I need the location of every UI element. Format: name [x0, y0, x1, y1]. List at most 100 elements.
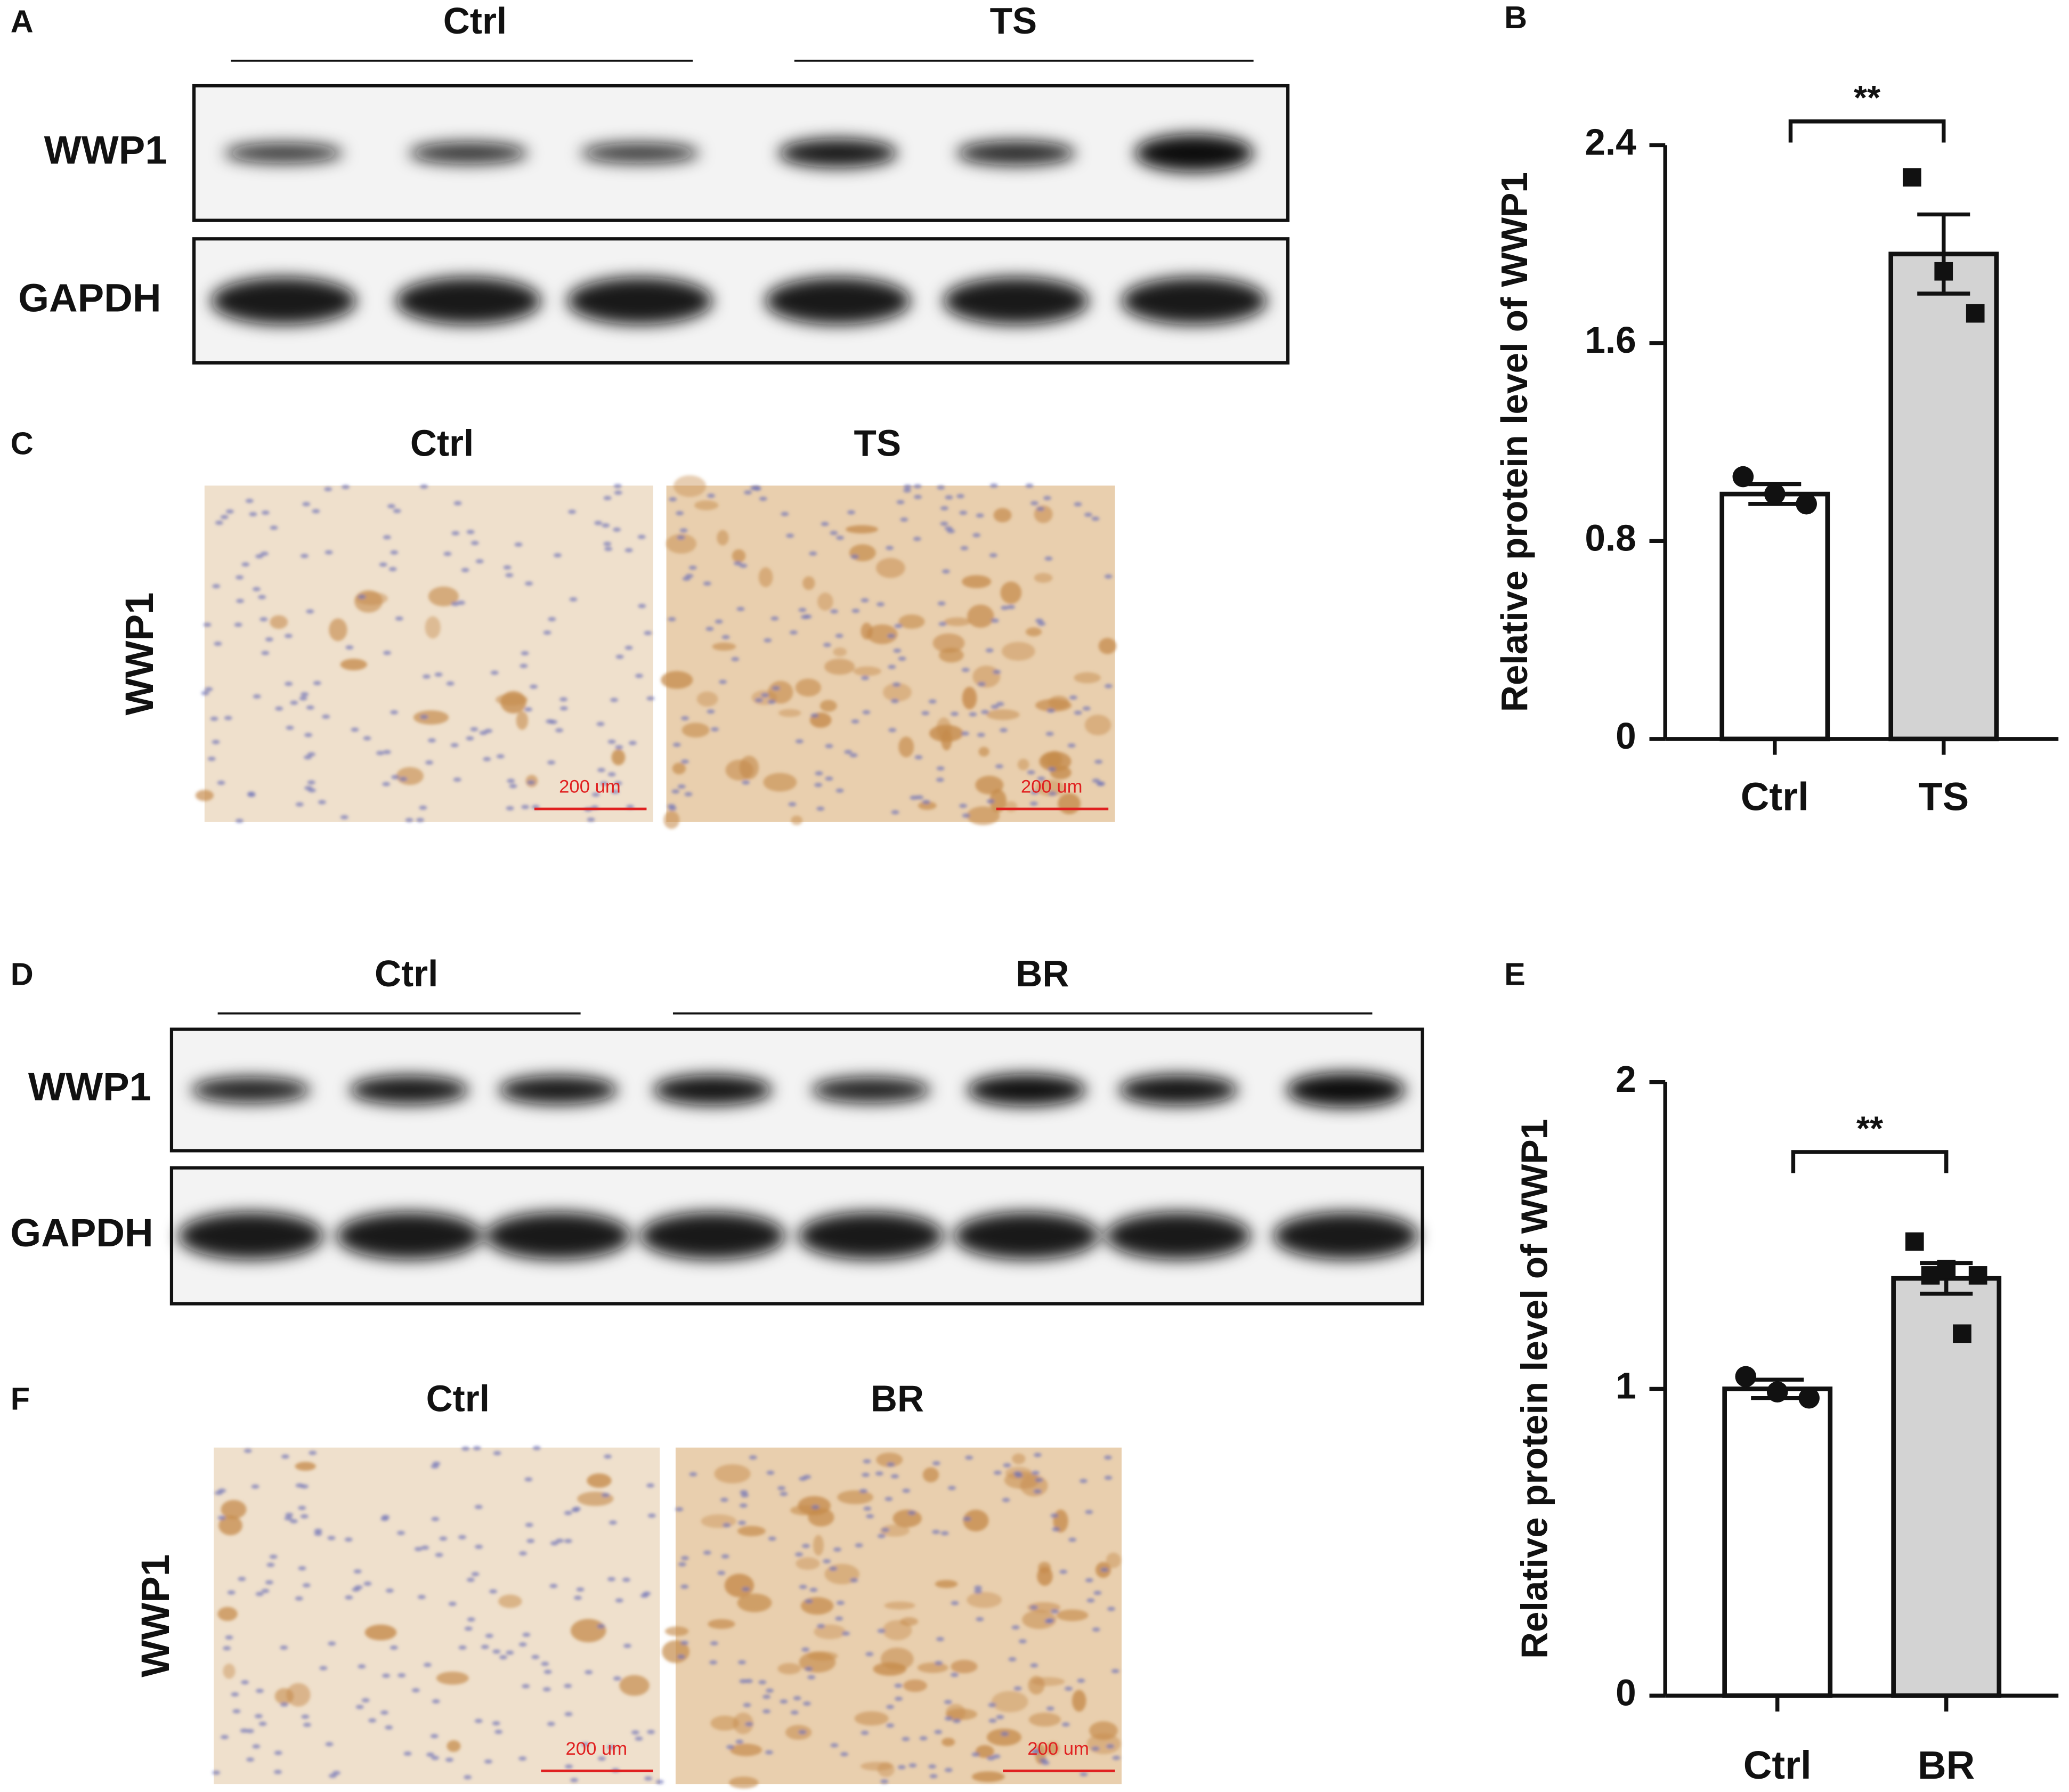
- nucleus: [823, 1559, 831, 1563]
- nucleus: [1091, 1746, 1100, 1751]
- stain: [729, 1744, 762, 1756]
- nucleus: [1035, 1478, 1043, 1482]
- data-point: [1798, 1387, 1820, 1409]
- nucleus: [559, 697, 568, 702]
- nucleus: [1107, 1607, 1115, 1611]
- stain: [800, 1597, 834, 1615]
- nucleus: [266, 1562, 275, 1567]
- nucleus: [505, 573, 514, 578]
- label: Ctrl: [410, 422, 474, 464]
- nucleus: [615, 1598, 623, 1603]
- nucleus: [623, 1643, 631, 1648]
- nucleus: [210, 716, 218, 721]
- nucleus: [919, 1736, 928, 1741]
- band: [580, 143, 700, 164]
- nucleus: [749, 1455, 757, 1460]
- stain: [975, 1745, 994, 1758]
- nucleus: [353, 1569, 362, 1574]
- nucleus: [671, 789, 680, 794]
- nucleus: [453, 777, 461, 782]
- stain: [447, 1740, 461, 1752]
- stain: [1106, 1552, 1121, 1568]
- nucleus: [340, 815, 348, 820]
- nucleus: [646, 696, 655, 701]
- nucleus: [877, 602, 885, 607]
- nucleus: [256, 1689, 264, 1693]
- nucleus: [428, 738, 436, 743]
- nucleus: [744, 490, 752, 495]
- nucleus: [414, 1547, 423, 1551]
- nucleus: [735, 1739, 744, 1744]
- stain: [729, 1777, 759, 1789]
- nucleus: [397, 1530, 405, 1535]
- nucleus: [936, 1637, 944, 1641]
- nucleus: [432, 1699, 440, 1704]
- nucleus: [719, 679, 727, 684]
- nucleus: [914, 755, 923, 760]
- nucleus: [322, 714, 330, 719]
- nucleus: [576, 1587, 585, 1592]
- nucleus: [736, 606, 745, 611]
- stain: [1034, 573, 1053, 583]
- nucleus: [721, 1554, 729, 1559]
- nucleus: [801, 1647, 810, 1652]
- nucleus: [942, 569, 950, 574]
- nucleus: [739, 1503, 748, 1508]
- nucleus: [953, 1718, 961, 1723]
- nucleus: [324, 550, 333, 555]
- nucleus: [307, 780, 315, 785]
- nucleus: [212, 584, 221, 589]
- stain: [1001, 642, 1035, 661]
- nucleus: [483, 757, 491, 761]
- stain: [898, 614, 925, 629]
- nucleus: [466, 530, 475, 534]
- stain: [1032, 1677, 1065, 1686]
- ihc-texture: [212, 1446, 664, 1785]
- nucleus: [738, 1520, 747, 1525]
- stain: [853, 666, 881, 676]
- nucleus: [788, 802, 797, 807]
- nucleus: [253, 694, 261, 699]
- nucleus: [805, 1667, 813, 1672]
- nucleus: [275, 706, 283, 711]
- nucleus: [607, 772, 616, 777]
- nucleus: [247, 793, 256, 797]
- nucleus: [807, 1675, 816, 1680]
- nucleus: [241, 562, 250, 567]
- nucleus: [644, 631, 652, 635]
- stain: [845, 525, 878, 534]
- stain: [962, 575, 992, 588]
- stain: [1035, 780, 1066, 797]
- nucleus: [890, 699, 899, 703]
- nucleus: [390, 710, 399, 715]
- nucleus: [300, 554, 309, 558]
- nucleus: [1048, 791, 1057, 796]
- stain: [1004, 1471, 1040, 1489]
- stain: [436, 1672, 469, 1685]
- nucleus: [490, 670, 499, 675]
- label: D: [11, 956, 34, 992]
- bands: [178, 1212, 1419, 1260]
- nucleus: [269, 1554, 278, 1559]
- nucleus: [585, 1670, 593, 1675]
- nucleus: [637, 534, 646, 539]
- nucleus: [981, 710, 989, 715]
- nucleus: [721, 635, 730, 639]
- nucleus: [972, 533, 981, 538]
- nucleus: [743, 1702, 751, 1707]
- nucleus: [894, 623, 903, 628]
- band: [395, 277, 541, 325]
- label: A: [11, 3, 34, 39]
- nucleus: [492, 1721, 500, 1726]
- data-point: [1796, 493, 1818, 515]
- nucleus: [1011, 1625, 1020, 1630]
- nucleus: [604, 547, 613, 552]
- nucleus: [726, 1745, 734, 1749]
- nucleus: [484, 1759, 492, 1764]
- nucleus: [506, 806, 514, 810]
- nucleus: [615, 745, 623, 750]
- nucleus: [937, 601, 946, 606]
- stain: [820, 700, 837, 712]
- nucleus: [382, 782, 391, 786]
- band: [336, 1212, 482, 1260]
